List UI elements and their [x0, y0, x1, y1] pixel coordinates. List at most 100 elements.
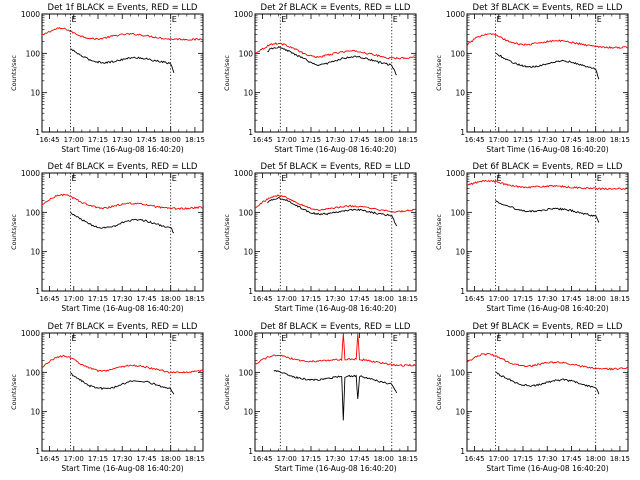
y-tick-label: 100	[239, 49, 254, 58]
y-tick-label: 10	[243, 248, 253, 257]
x-tick-label: 18:15	[610, 136, 630, 144]
panel-title: Det 6f BLACK = Events, RED = LLD	[473, 162, 623, 172]
event-marker-label: E	[393, 15, 398, 24]
y-axis-label: Counts/sec	[435, 374, 443, 410]
y-tick-label: 1	[248, 128, 253, 137]
y-tick-label: 10	[30, 248, 40, 257]
x-tick-label: 17:00	[277, 295, 297, 303]
y-tick-label: 1	[35, 128, 40, 137]
y-tick-label: 10	[30, 89, 40, 98]
event-marker-label: E	[72, 334, 77, 343]
series-lld-line	[42, 27, 203, 41]
event-marker-label: E	[72, 15, 77, 24]
x-tick-label: 16:45	[39, 295, 59, 303]
x-tick-label: 18:00	[586, 136, 606, 144]
panel-title: Det 7f BLACK = Events, RED = LLD	[48, 322, 198, 332]
series-lld-line	[467, 33, 628, 49]
series-lld-line	[255, 333, 416, 367]
event-marker-label: E	[281, 334, 286, 343]
event-marker-label: E	[172, 334, 177, 343]
x-tick-label: 17:45	[349, 455, 369, 463]
x-tick-label: 17:00	[64, 136, 84, 144]
x-tick-label: 18:00	[374, 455, 394, 463]
x-tick-label: 17:45	[349, 136, 369, 144]
x-tick-label: 18:15	[610, 455, 630, 463]
x-axis-label: Start Time (16-Aug-08 16:40:20)	[486, 304, 608, 313]
x-tick-label: 17:15	[513, 295, 533, 303]
x-tick-label: 17:00	[277, 136, 297, 144]
y-tick-label: 1	[460, 287, 465, 296]
x-tick-label: 16:45	[39, 136, 59, 144]
x-tick-label: 16:45	[464, 455, 484, 463]
event-marker-label: E	[281, 174, 286, 183]
panel-det-5f: Det 5f BLACK = Events, RED = LLD 1 10 100 10…	[223, 162, 418, 313]
y-axis-label: Counts/sec	[223, 214, 231, 250]
y-tick-label: 100	[26, 368, 41, 377]
series-lld-line	[42, 193, 203, 210]
x-tick-label: 18:00	[586, 295, 606, 303]
event-marker-label: E	[597, 334, 602, 343]
series-events-line	[267, 196, 398, 227]
x-tick-label: 18:15	[185, 455, 205, 463]
x-axis-label: Start Time (16-Aug-08 16:40:20)	[274, 464, 396, 473]
panel-det-7f: Det 7f BLACK = Events, RED = LLD 1 10 100 10…	[10, 322, 205, 473]
x-tick-label: 17:15	[88, 455, 108, 463]
plot-frame	[41, 332, 204, 452]
y-tick-label: 1000	[21, 329, 40, 338]
x-tick-label: 17:45	[136, 136, 156, 144]
event-marker-label: E	[72, 174, 77, 183]
y-tick-label: 100	[451, 208, 466, 217]
event-marker-label: E	[393, 334, 398, 343]
y-tick-label: 10	[455, 89, 465, 98]
x-axis-label: Start Time (16-Aug-08 16:40:20)	[486, 145, 608, 154]
panel-det-6f: Det 6f BLACK = Events, RED = LLD 1 10 100 10…	[435, 162, 630, 313]
x-tick-label: 17:30	[325, 295, 345, 303]
x-tick-label: 16:45	[252, 295, 272, 303]
x-tick-label: 17:00	[277, 455, 297, 463]
series-events-line	[70, 48, 175, 73]
series-events-line	[267, 46, 397, 76]
panel-det-4f: Det 4f BLACK = Events, RED = LLD 1 10 100 10…	[10, 162, 205, 313]
y-tick-label: 10	[455, 248, 465, 257]
x-axis-label: Start Time (16-Aug-08 16:40:20)	[486, 464, 608, 473]
series-events-line	[495, 199, 600, 223]
x-tick-label: 17:00	[64, 295, 84, 303]
x-tick-label: 17:00	[489, 295, 509, 303]
panel-det-1f: Det 1f BLACK = Events, RED = LLD 1 10 100 10…	[10, 3, 205, 154]
x-tick-label: 18:00	[374, 136, 394, 144]
x-tick-label: 17:15	[513, 136, 533, 144]
series-events-line	[495, 52, 600, 80]
y-tick-label: 1000	[446, 10, 465, 19]
y-tick-label: 1000	[21, 10, 40, 19]
event-marker-label: E	[497, 174, 502, 183]
y-axis-label: Counts/sec	[10, 214, 18, 250]
series-lld-line	[255, 42, 416, 60]
x-tick-label: 16:45	[39, 455, 59, 463]
x-axis-label: Start Time (16-Aug-08 16:40:20)	[274, 145, 396, 154]
x-tick-label: 18:15	[185, 136, 205, 144]
panel-det-3f: Det 3f BLACK = Events, RED = LLD 1 10 100 10…	[435, 3, 630, 154]
y-tick-label: 1	[35, 447, 40, 456]
series-events-line	[70, 372, 175, 395]
y-tick-label: 1	[460, 128, 465, 137]
x-tick-label: 18:00	[586, 455, 606, 463]
x-tick-label: 17:45	[561, 455, 581, 463]
y-tick-label: 1000	[234, 10, 253, 19]
y-tick-label: 1	[35, 287, 40, 296]
y-axis-label: Counts/sec	[435, 55, 443, 91]
y-axis-label: Counts/sec	[435, 214, 443, 250]
x-axis-label: Start Time (16-Aug-08 16:40:20)	[61, 304, 183, 313]
panel-title: Det 8f BLACK = Events, RED = LLD	[261, 322, 411, 332]
y-axis-label: Counts/sec	[223, 55, 231, 91]
y-tick-label: 1	[248, 447, 253, 456]
x-tick-label: 17:30	[112, 136, 132, 144]
y-tick-label: 10	[30, 408, 40, 417]
y-tick-label: 100	[239, 368, 254, 377]
panel-title: Det 9f BLACK = Events, RED = LLD	[473, 322, 623, 332]
panel-title: Det 3f BLACK = Events, RED = LLD	[473, 3, 623, 13]
series-events-line	[495, 371, 600, 395]
x-tick-label: 17:45	[561, 136, 581, 144]
x-tick-label: 18:00	[161, 295, 181, 303]
event-marker-label: E	[172, 15, 177, 24]
